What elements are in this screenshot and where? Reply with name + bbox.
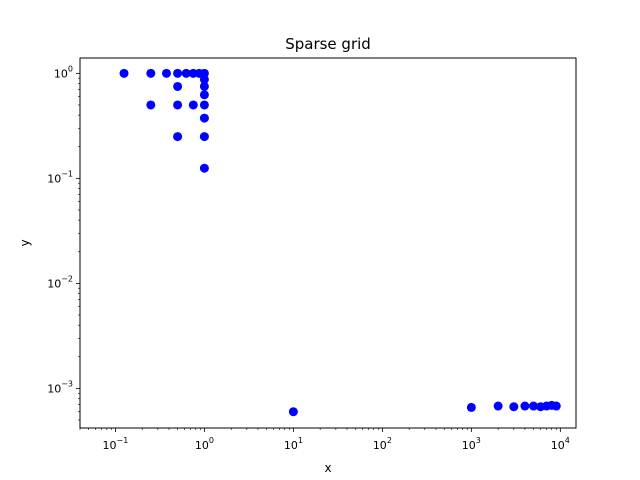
chart-title: Sparse grid [285,35,371,53]
data-point [199,90,209,100]
x-tick-label: 104 [551,436,570,452]
x-tick-label: 103 [462,436,481,452]
data-point [520,401,530,411]
data-point [493,401,503,411]
y-axis-label: y [18,239,32,246]
data-point [199,113,209,123]
plot-area [119,68,561,417]
data-point [288,407,298,417]
x-tick-label: 100 [195,436,214,452]
data-point [199,74,209,84]
x-tick-label: 101 [284,436,303,452]
data-point [173,68,183,78]
data-point [173,132,183,142]
y-tick-label: 10−2 [47,274,73,290]
data-point [146,100,156,110]
data-point [188,100,198,110]
data-point [199,132,209,142]
data-point [529,401,539,411]
x-tick-label: 10−1 [103,436,129,452]
data-point [119,68,129,78]
data-point [173,81,183,91]
plot-frame [79,57,577,429]
x-axis: 10−1 100 101 102 103 104 [79,428,570,452]
x-tick-label: 102 [373,436,392,452]
y-tick-label: 10−3 [47,379,73,395]
y-tick-label: 10−1 [47,169,73,185]
data-point [181,68,191,78]
data-point [199,81,209,91]
y-axis: 10−3 10−2 10−1 100 [47,64,80,421]
data-point [199,100,209,110]
data-point [146,68,156,78]
y-tick-label: 100 [54,64,73,80]
x-axis-label: x [324,461,331,475]
data-point [551,401,561,411]
data-point [509,402,519,412]
data-point [173,100,183,110]
data-point [466,402,476,412]
data-point [199,163,209,173]
data-point [161,68,171,78]
